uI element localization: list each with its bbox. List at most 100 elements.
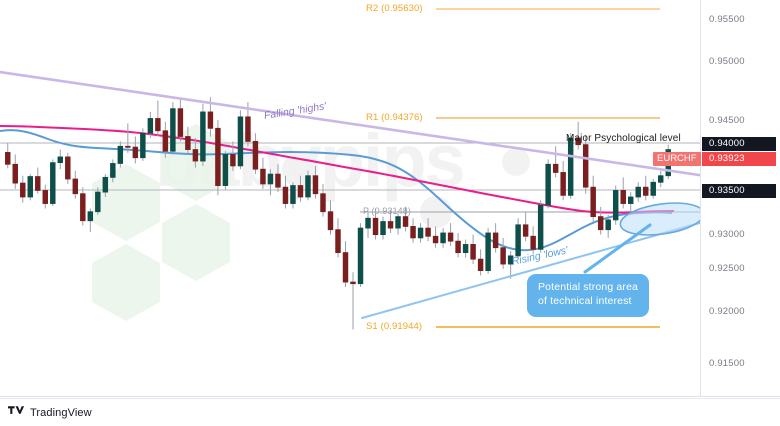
candle (87, 211, 94, 222)
candle (410, 226, 416, 239)
candle (350, 281, 356, 285)
chart-footer: TradingView (0, 398, 780, 426)
candle (590, 186, 596, 218)
tradingview-logo-icon (8, 404, 25, 422)
candle (215, 127, 221, 186)
candle (275, 173, 281, 188)
candle (27, 176, 33, 198)
candle (335, 229, 341, 254)
candle (582, 144, 589, 188)
moving-average-fast-line (0, 125, 675, 214)
candle (515, 224, 521, 257)
candle (620, 190, 626, 204)
candle (57, 156, 64, 164)
candle (492, 232, 499, 249)
candle (12, 163, 18, 184)
live-price-tag: 0.93923 (702, 152, 776, 166)
candle (447, 232, 454, 242)
candle (305, 175, 311, 198)
candle (612, 190, 619, 221)
candle (177, 108, 184, 137)
candle (627, 196, 634, 204)
price-tick-0: 0.95500 (709, 14, 745, 25)
candle (507, 255, 514, 265)
moving-average-slow-line (0, 129, 673, 252)
tradingview-label: TradingView (30, 406, 92, 419)
candle (312, 175, 319, 195)
candle (65, 156, 71, 180)
symbol-tag: EURCHF (653, 152, 701, 166)
candle (192, 149, 199, 162)
price-tick-5: 0.93000 (709, 229, 745, 240)
candle (455, 240, 461, 254)
candle (237, 116, 244, 167)
candle (230, 154, 236, 167)
candle (357, 227, 364, 285)
candle (117, 145, 124, 164)
candle (342, 252, 349, 283)
candle (50, 162, 56, 204)
candle (432, 235, 439, 244)
candle (267, 173, 274, 185)
candle (155, 118, 161, 132)
candle (365, 217, 371, 229)
candle (402, 216, 409, 227)
candle (575, 137, 581, 146)
candle (477, 258, 484, 271)
candle (605, 219, 611, 231)
candle (35, 176, 41, 191)
candle (125, 145, 131, 148)
price-tick-1: 0.95000 (709, 56, 745, 67)
candle (147, 118, 154, 134)
potential-area-callout: Potential strong area of technical inter… (527, 274, 649, 317)
callout-leader-line (583, 223, 652, 274)
candle (297, 185, 304, 198)
price-tick-2: 0.94500 (709, 115, 745, 126)
candle (320, 193, 326, 213)
candle (260, 168, 266, 185)
price-tag-093500: 0.93500 (702, 184, 776, 198)
falling-highs-trendline (0, 70, 762, 186)
candle (500, 247, 506, 265)
candle (372, 217, 379, 236)
candle (245, 116, 251, 142)
candle (485, 232, 491, 271)
candle (102, 176, 109, 193)
candle (522, 224, 529, 237)
candle (222, 154, 229, 186)
candle (470, 244, 476, 260)
candle (537, 204, 544, 250)
price-axis[interactable]: 0.95500 0.95000 0.94500 0.94000 EURCHF 0… (653, 0, 780, 396)
candle (290, 185, 296, 204)
candle (635, 186, 641, 198)
price-tick-6: 0.92500 (709, 263, 745, 274)
candle (530, 235, 536, 250)
candle (395, 216, 401, 229)
candle (643, 186, 649, 196)
candle (560, 172, 566, 196)
candle (282, 186, 289, 204)
candle (387, 221, 394, 229)
area-of-interest-ellipse (619, 202, 705, 236)
candle (380, 221, 386, 236)
candle (462, 244, 469, 254)
candle (597, 216, 604, 231)
candle (207, 111, 214, 129)
price-tag-094000: 0.94000 (702, 137, 776, 151)
candle (185, 136, 191, 150)
candle (80, 193, 86, 222)
candle (5, 152, 11, 165)
candle (567, 137, 574, 196)
candle (658, 175, 664, 183)
candle (552, 163, 559, 173)
candle (650, 181, 656, 196)
candle (440, 232, 446, 244)
candle (132, 146, 139, 159)
candle (140, 132, 146, 159)
candle (252, 140, 259, 170)
